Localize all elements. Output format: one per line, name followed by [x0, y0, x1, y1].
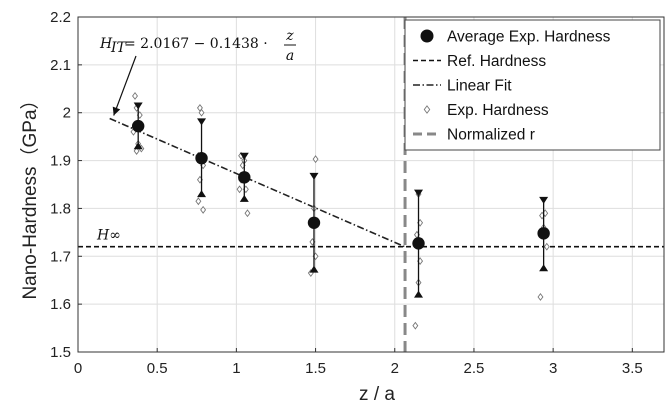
- ref-hardness-h-inf-label: H∞: [96, 228, 121, 244]
- average-hardness-point-group-3: [307, 172, 321, 273]
- y-tick-label: 2.1: [50, 57, 71, 74]
- exp-hardness-point-21: [312, 155, 319, 164]
- formula-body: = 2.0167 − 0.1438 ·: [124, 36, 268, 52]
- average-hardness-point-group-4: [412, 189, 425, 298]
- legend-label: Normalized r: [447, 127, 535, 144]
- legend-item-4: Normalized r: [413, 127, 535, 144]
- average-hardness-point: [412, 237, 425, 250]
- x-tick-label: 1: [232, 360, 240, 377]
- legend-marker-circle: [420, 29, 434, 43]
- error-bar-cap-low: [309, 265, 319, 273]
- error-bar-cap-high: [239, 152, 249, 160]
- formula-annotation: HIT = 2.0167 − 0.1438 · za: [99, 28, 296, 116]
- exp-hardness-point-19: [236, 185, 243, 194]
- y-tick-label: 1.6: [50, 296, 71, 313]
- legend: Average Exp. Hardness Ref. Hardness Linear…: [404, 19, 661, 151]
- average-hardness-point: [131, 119, 145, 133]
- legend-label: Ref. Hardness: [447, 53, 546, 70]
- y-tick-label: 1.7: [50, 248, 71, 265]
- legend-item-1: Ref. Hardness: [413, 53, 546, 70]
- legend-marker-diamond: [423, 105, 431, 114]
- x-tick-label: 2: [391, 360, 399, 377]
- average-hardness-point: [238, 171, 251, 184]
- y-tick-label: 1.8: [50, 200, 71, 217]
- x-tick-label: 3.5: [622, 360, 643, 377]
- error-bar-cap-high: [133, 102, 143, 110]
- exp-hardness-point-20: [244, 209, 251, 218]
- average-hardness-point: [307, 216, 321, 229]
- x-tick-label: 3: [549, 360, 557, 377]
- legend-item-2: Linear Fit: [413, 78, 512, 95]
- x-axis-label: z / a: [359, 384, 395, 405]
- exp-hardness-point-6: [133, 147, 140, 155]
- y-tick-label: 2.2: [50, 9, 71, 26]
- error-bar-cap-high: [197, 118, 207, 126]
- formula-subscript: IT: [110, 40, 128, 56]
- error-bar-cap-low: [197, 190, 207, 198]
- x-tick-label: 0.5: [147, 360, 168, 377]
- y-axis-label: Nano-Hardness（GPa）: [19, 90, 41, 299]
- average-hardness-point-group-5: [537, 196, 550, 272]
- formula-numerator: z: [285, 28, 294, 44]
- exp-hardness-point-31: [412, 321, 419, 330]
- average-hardness-point: [537, 227, 550, 240]
- error-bar-cap-low: [133, 142, 143, 150]
- legend-label: Exp. Hardness: [447, 102, 549, 119]
- average-hardness-point-group-1: [195, 118, 208, 198]
- error-bar-cap-low: [539, 264, 549, 272]
- grid-lines: [78, 17, 664, 352]
- legend-label: Linear Fit: [447, 78, 512, 95]
- x-tick-label: 0: [74, 360, 82, 377]
- error-bar-cap-low: [239, 194, 249, 202]
- error-bar-cap-high: [309, 172, 319, 180]
- legend-item-0: Average Exp. Hardness: [420, 29, 611, 46]
- exp-hardness-point-13: [200, 205, 207, 214]
- plot-frame: [77, 16, 665, 353]
- error-bar-cap-high: [414, 189, 424, 197]
- exp-hardness-point-8: [198, 108, 205, 117]
- exp-hardness-point-0: [132, 92, 138, 100]
- average-hardness-point-group-2: [238, 152, 251, 202]
- exp-hardness-point-35: [543, 242, 550, 251]
- x-tick-label: 1.5: [305, 360, 326, 377]
- y-tick-label: 1.9: [50, 153, 71, 170]
- plot-border: [77, 16, 665, 353]
- legend-label: Average Exp. Hardness: [447, 29, 611, 46]
- ref-hardness-label: H∞: [96, 228, 121, 244]
- legend-box: [404, 19, 661, 151]
- exp-hardness-point-36: [537, 293, 544, 301]
- formula-h-label: H: [99, 36, 113, 52]
- legend-item-3: Exp. Hardness: [423, 102, 549, 119]
- y-tick-label: 1.5: [50, 344, 71, 361]
- formula-denominator: a: [286, 48, 294, 64]
- x-tick-label: 2.5: [464, 360, 485, 377]
- y-tick-label: 2: [63, 105, 71, 122]
- average-hardness-point-group-0: [131, 102, 145, 150]
- formula-arrow-head: [112, 106, 121, 116]
- average-hardness-point: [195, 151, 208, 165]
- error-bar-cap-low: [414, 290, 424, 298]
- error-bar-cap-high: [539, 196, 549, 204]
- exp-hardness-point-12: [195, 197, 202, 206]
- axis-ticks: 0 0.5 1 1.5 2 2.5 3 3.5 1.5 1.6 1.7 1.8 1.9 2 2.1 2.2: [50, 9, 643, 377]
- average-hardness-points: [131, 102, 550, 298]
- formula-arrow-line: [113, 55, 137, 116]
